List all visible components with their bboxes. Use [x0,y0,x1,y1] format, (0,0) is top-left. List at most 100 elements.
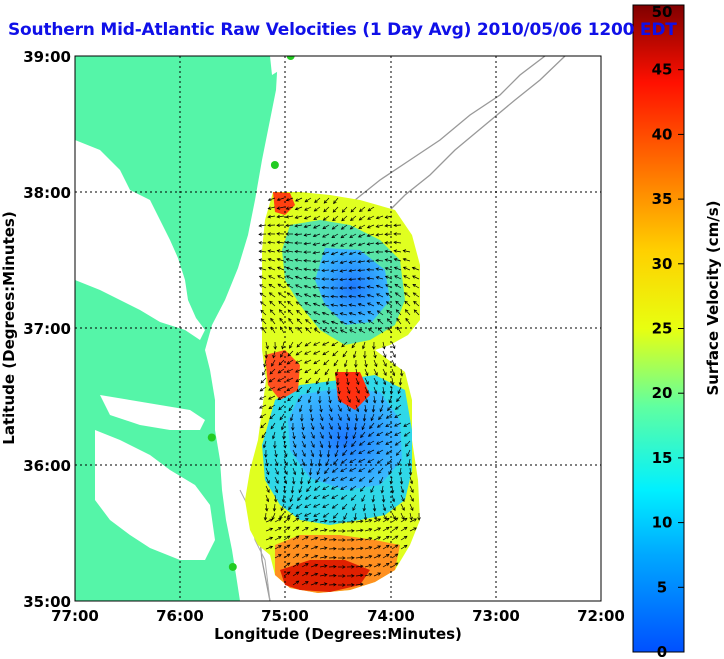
velocity-arrow [274,518,282,523]
velocity-arrow-head [304,351,308,355]
velocity-arrow [400,494,405,502]
velocity-arrow-head [325,381,330,386]
velocity-arrow-head [368,573,373,577]
velocity-arrow [370,485,375,493]
velocity-arrow-head [417,517,421,521]
velocity-arrow [283,526,290,532]
velocity-arrow [295,259,303,262]
velocity-arrow [304,302,312,307]
velocity-arrow [355,386,360,394]
velocity-arrow-head [302,453,306,457]
velocity-arrow [395,404,402,410]
velocity-arrow-head [390,490,395,494]
velocity-arrow [283,535,290,541]
velocity-arrow [364,377,369,385]
velocity-arrow-head [394,283,399,288]
velocity-arrow [369,476,375,483]
velocity-arrow-head [385,415,390,419]
velocity-arrow [288,318,294,325]
velocity-arrow-head [368,555,373,559]
velocity-arrow [399,377,402,386]
velocity-arrow-head [413,527,417,531]
velocity-arrow-head [258,241,262,245]
velocity-arrow-head [272,354,276,359]
velocity-arrow-head [332,209,337,213]
velocity-arrow [358,242,366,246]
velocity-arrow-head [340,226,345,230]
velocity-arrow-head [286,292,291,296]
colorbar-tick-label: 40 [652,125,673,143]
velocity-arrow [313,503,321,508]
velocity-arrow-head [361,498,365,502]
velocity-arrow [314,485,321,491]
velocity-arrow-head [355,408,360,413]
velocity-arrow [273,503,276,512]
velocity-arrow [328,521,337,523]
velocity-arrow [333,197,339,204]
velocity-arrow-head [269,545,274,549]
velocity-arrow [296,301,303,307]
velocity-arrow-head [395,452,400,456]
velocity-arrow [358,467,366,472]
velocity-arrow [322,320,330,325]
velocity-arrow [359,476,366,482]
velocity-arrow-head [314,572,319,577]
velocity-arrow-head [306,389,310,394]
velocity-arrow [363,413,366,422]
velocity-arrow-head [258,249,262,254]
velocity-arrow [341,215,348,221]
velocity-arrow-head [351,556,355,560]
velocity-arrow [313,320,321,325]
velocity-arrow [364,404,367,412]
velocity-arrow [400,512,405,520]
velocity-arrow-head [342,538,346,542]
velocity-arrow-head [394,292,399,296]
velocity-arrow [259,413,267,418]
velocity-arrow [300,476,303,485]
velocity-arrow [269,292,276,298]
velocity-arrow-head [267,266,272,270]
velocity-arrow [261,318,267,325]
velocity-arrow [394,284,402,289]
velocity-arrow [391,341,396,349]
velocity-arrow [277,395,285,400]
velocity-arrow [268,395,276,400]
velocity-arrow [400,545,408,550]
velocity-arrow [286,368,294,373]
velocity-arrow [268,215,276,218]
velocity-arrow [304,512,312,517]
velocity-arrow [268,250,276,253]
velocity-arrow-head [343,516,347,520]
velocity-arrow [340,321,348,325]
velocity-arrow-head [383,372,387,376]
velocity-arrow [292,526,299,532]
velocity-arrow [332,503,339,509]
velocity-arrow [373,545,381,550]
velocity-arrow [396,318,402,325]
velocity-arrow-head [375,267,380,271]
velocity-arrow-head [394,442,399,446]
velocity-arrow [309,467,312,476]
velocity-arrow [297,494,303,501]
velocity-arrow [267,241,276,244]
velocity-arrow-head [304,207,308,211]
velocity-arrow [295,267,303,271]
velocity-arrow-head [319,408,323,413]
velocity-arrow-head [366,225,371,229]
velocity-arrow-head [331,505,336,509]
velocity-arrow [373,395,376,403]
velocity-arrow-head [277,275,281,279]
velocity-arrow-head [269,309,274,313]
velocity-arrow-head [268,283,273,288]
velocity-arrow-head [410,507,414,512]
velocity-arrow-head [285,232,289,236]
velocity-arrow [391,535,398,541]
velocity-arrow-head [373,516,378,521]
velocity-arrow [287,350,294,357]
velocity-arrow-head [403,526,408,531]
velocity-arrow [319,520,327,523]
velocity-arrow [322,295,330,298]
velocity-arrow-head [360,573,364,578]
velocity-arrow-head [351,574,355,578]
velocity-arrow-head [320,417,324,422]
